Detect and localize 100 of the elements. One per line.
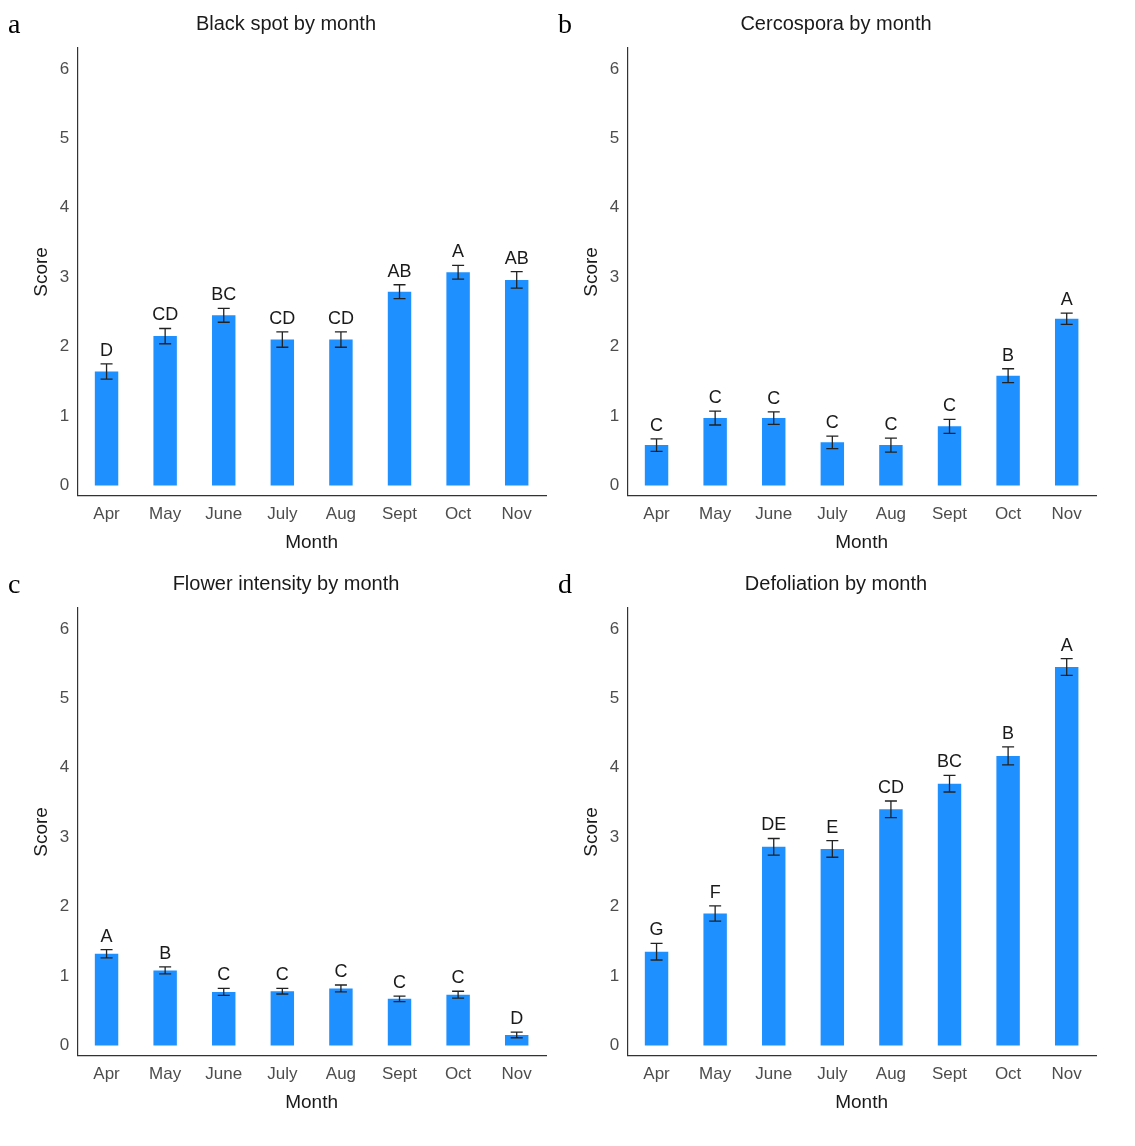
bar [937, 783, 962, 1046]
annotation: CD [152, 304, 179, 325]
bar [1054, 318, 1079, 486]
y-tick-label: 0 [609, 475, 620, 495]
x-tick-label: July [817, 1063, 848, 1083]
bar [270, 991, 295, 1046]
y-tick-label: 1 [609, 405, 620, 425]
x-tick-label: Aug [325, 1063, 357, 1083]
annotation: C [767, 387, 781, 408]
bar [879, 445, 903, 486]
x-tick-label: May [699, 1063, 732, 1083]
x-tick-label: Sept [382, 1063, 418, 1083]
annotation: A [1060, 634, 1073, 655]
x-tick-label: July [267, 503, 298, 523]
x-tick-label: Nov [501, 503, 533, 523]
chart-title: Black spot by month [195, 11, 377, 34]
x-tick-label: Oct [444, 503, 472, 523]
x-tick-label: July [817, 503, 848, 523]
text: d [558, 568, 572, 600]
annotation: BC [937, 751, 963, 772]
x-tick-label: Aug [325, 503, 357, 523]
bar [387, 998, 412, 1046]
y-tick-label: 1 [609, 965, 620, 985]
annotation: BC [211, 284, 237, 305]
bar [644, 951, 669, 1046]
y-tick-label: 3 [609, 266, 620, 286]
bar [329, 339, 353, 486]
chart-title: Defoliation by month [744, 571, 928, 594]
annotation: CD [877, 776, 904, 797]
bar [504, 279, 529, 486]
annotation: B [1002, 722, 1015, 743]
text: a [8, 8, 21, 40]
bar [820, 848, 845, 1046]
x-tick-label: Apr [93, 503, 121, 523]
y-tick-label: 2 [609, 896, 620, 916]
y-tick-label: 1 [59, 965, 70, 985]
x-axis-title: Month [835, 1090, 889, 1112]
y-tick-label: 0 [59, 1035, 70, 1055]
y-tick-label: 4 [59, 757, 70, 777]
y-tick-label: 5 [609, 687, 620, 707]
annotation: D [510, 1008, 524, 1029]
y-tick-label: 6 [59, 618, 70, 638]
annotation: DE [761, 814, 787, 835]
annotation: AB [504, 247, 529, 268]
y-axis-title: Score [29, 807, 51, 857]
y-tick-label: 6 [609, 618, 620, 638]
y-tick-label: 4 [609, 757, 620, 777]
bar [212, 315, 236, 486]
y-axis-title: Score [579, 807, 601, 857]
annotation: B [159, 942, 172, 963]
x-tick-label: July [267, 1063, 298, 1083]
annotation: E [826, 816, 839, 837]
bar [879, 809, 903, 1046]
y-tick-label: 3 [59, 266, 70, 286]
y-axis-title: Score [579, 247, 601, 297]
x-tick-label: Sept [382, 503, 418, 523]
bar [446, 994, 470, 1046]
x-tick-label: Apr [93, 1063, 121, 1083]
x-tick-label: Nov [501, 1063, 533, 1083]
x-tick-label: Aug [875, 1063, 907, 1083]
bar [937, 426, 962, 486]
y-tick-label: 6 [609, 58, 620, 78]
bar [820, 442, 845, 486]
x-tick-label: June [205, 1063, 243, 1083]
annotation: CD [327, 307, 354, 328]
y-tick-label: 4 [609, 197, 620, 217]
x-tick-label: Sept [932, 503, 968, 523]
x-tick-label: Sept [932, 1063, 968, 1083]
y-axis-title: Score [29, 247, 51, 297]
y-tick-label: 0 [609, 1035, 620, 1055]
annotation: C [825, 412, 839, 433]
annotation: C [275, 964, 289, 985]
y-tick-label: 5 [59, 127, 70, 147]
y-tick-label: 5 [59, 687, 70, 707]
text: b [558, 8, 572, 40]
annotation: G [649, 919, 664, 940]
bar [270, 339, 295, 486]
y-tick-label: 5 [609, 127, 620, 147]
bar [996, 755, 1020, 1046]
bar [446, 272, 470, 486]
annotation: C [393, 972, 407, 993]
x-axis-title: Month [835, 530, 889, 552]
x-tick-label: June [205, 503, 243, 523]
y-tick-label: 1 [59, 405, 70, 425]
chart-title: Cercospora by month [740, 11, 932, 34]
bar [703, 418, 727, 486]
annotation: D [100, 339, 114, 360]
bar [762, 846, 786, 1046]
bar [762, 418, 786, 486]
bar [153, 970, 177, 1046]
bar [1054, 667, 1079, 1046]
annotation: CD [269, 307, 296, 328]
x-tick-label: Oct [444, 1063, 472, 1083]
x-tick-label: Apr [643, 1063, 671, 1083]
x-tick-label: Oct [994, 503, 1022, 523]
annotation: A [1060, 289, 1073, 310]
y-tick-label: 2 [609, 336, 620, 356]
annotation: C [217, 964, 231, 985]
annotation: C [884, 414, 898, 435]
x-axis-title: Month [285, 530, 339, 552]
